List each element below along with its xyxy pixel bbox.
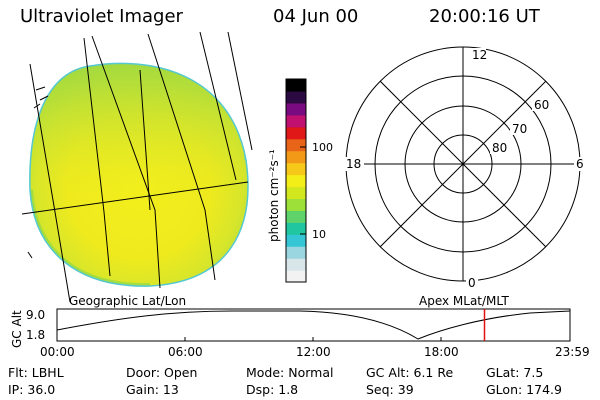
colorbar-unit-label: photon cm⁻²s⁻¹ [267,149,281,242]
mlt-label-6: 6 [576,157,584,171]
color-bar-swatch [286,114,306,128]
lat-label-80: 80 [492,141,507,155]
y-tick-1-8: 1.8 [26,328,45,342]
polar-plot [345,46,581,282]
date-label: 04 Jun 00 [273,6,359,27]
geographic-label: Geographic Lat/Lon [69,294,186,308]
color-bar-ticks [300,146,306,235]
door-info: Door: Open [126,365,198,380]
seq-info: Seq: 39 [366,382,414,397]
gc-alt-axis-label: GC Alt [10,310,24,348]
mode-info: Mode: Normal [246,365,334,380]
color-bar-swatch [286,198,306,211]
color-bar-swatch [286,210,306,223]
colorbar-tick-100: 100 [312,141,333,154]
meridian-line [83,37,111,277]
gc-alt-info: GC Alt: 6.1 Re [366,365,454,380]
dsp-info: Dsp: 1.8 [246,382,299,397]
polar-diagonal [379,80,547,248]
meridian-line [29,63,71,303]
glat-info: GLat: 7.5 [486,365,544,380]
lat-label-70: 70 [512,122,527,136]
orbit-frame [56,308,571,342]
coastline-fragment [33,86,49,109]
filter-info: Flt: LBHL [8,365,64,380]
orbit-time-ticks [184,337,442,341]
color-bar [286,79,306,283]
glon-info: GLon: 174.9 [486,382,562,397]
color-bar-swatch [286,174,306,188]
ip-info: IP: 36.0 [8,382,56,397]
time-tick-0000: 00:00 [40,345,75,359]
color-bar-swatch [286,270,306,283]
color-bar-swatch [286,246,306,259]
meridian-line [139,69,151,211]
color-bar-swatch [286,162,306,176]
instrument-title: Ultraviolet Imager [20,6,183,27]
mlt-label-18: 18 [346,157,361,171]
color-bar-swatch [286,126,306,140]
color-bar-frame [285,78,307,283]
time-label: 20:00:16 UT [429,6,540,27]
gain-info: Gain: 13 [126,382,179,397]
color-bar-swatch [286,222,306,235]
color-bar-swatch [286,234,306,247]
time-tick-1800: 18:00 [424,345,459,359]
coastline-fragment [27,251,33,259]
earth-image [29,62,249,287]
meridian-line [227,31,253,151]
orbit-altitude-curve [56,310,571,340]
colorbar-tick-10: 10 [312,228,326,241]
color-bar-swatch [286,138,306,152]
color-bar-swatch [286,258,306,271]
y-tick-9: 9.0 [26,308,45,322]
mlt-label-12: 12 [472,48,487,62]
color-bar-swatch [286,90,306,104]
time-tick-0600: 06:00 [168,345,203,359]
meridian-line [147,33,216,281]
time-tick-1200: 12:00 [296,345,331,359]
color-bar-swatch [286,79,306,92]
mlt-label-0: 0 [468,276,476,290]
parallel-line [21,181,249,215]
meridian-line [199,31,237,181]
color-bar-swatch [286,102,306,116]
meridian-line [91,35,161,289]
time-tick-2359: 23:59 [555,345,590,359]
color-bar-swatch [286,150,306,164]
color-bar-swatch [286,186,306,200]
lat-label-60: 60 [534,98,549,112]
geographic-grid [21,31,253,303]
apex-label: Apex MLat/MLT [419,294,509,308]
